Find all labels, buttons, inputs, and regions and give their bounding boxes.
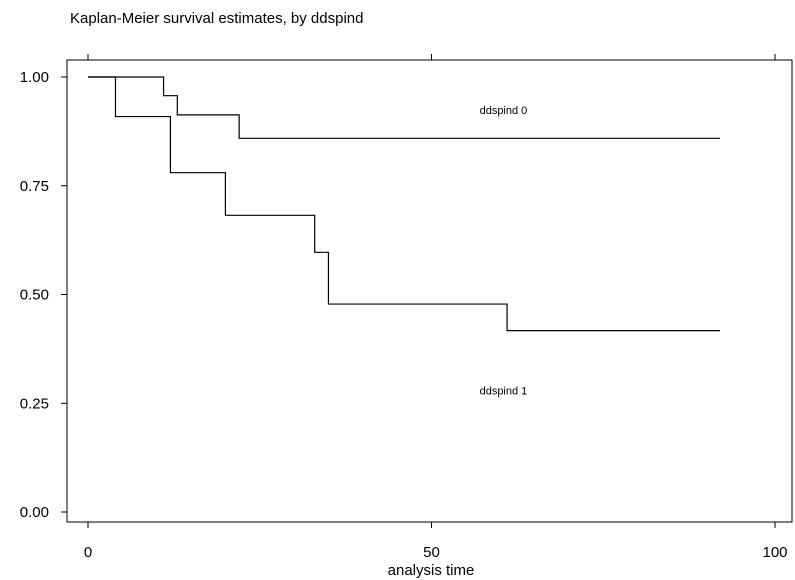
series-label-ddspind-1: ddspind 1 (480, 386, 528, 398)
series-label-ddspind-0: ddspind 0 (480, 105, 528, 117)
y-axis: 0.00 0.25 0.50 0.75 1.00 (20, 69, 67, 521)
x-tick-label: 50 (423, 544, 440, 561)
survival-curves (88, 76, 721, 332)
y-tick-label: 0.50 (20, 287, 49, 304)
series-annotations: ddspind 0 ddspind 1 (480, 105, 528, 398)
y-tick-label: 0.25 (20, 395, 49, 412)
x-tick-label: 0 (84, 544, 92, 561)
y-tick-label: 0.75 (20, 178, 49, 195)
survival-curve-ddspind-0 (88, 76, 721, 139)
survival-curve-ddspind-1 (88, 76, 721, 332)
x-axis-label: analysis time (388, 562, 475, 579)
x-tick-label: 100 (762, 544, 787, 561)
y-tick-label: 1.00 (20, 69, 49, 86)
chart-title: Kaplan-Meier survival estimates, by ddsp… (70, 10, 363, 27)
plot-frame (66, 59, 793, 523)
x-axis: 0 50 100 (84, 54, 788, 561)
y-tick-label: 0.00 (20, 504, 49, 521)
